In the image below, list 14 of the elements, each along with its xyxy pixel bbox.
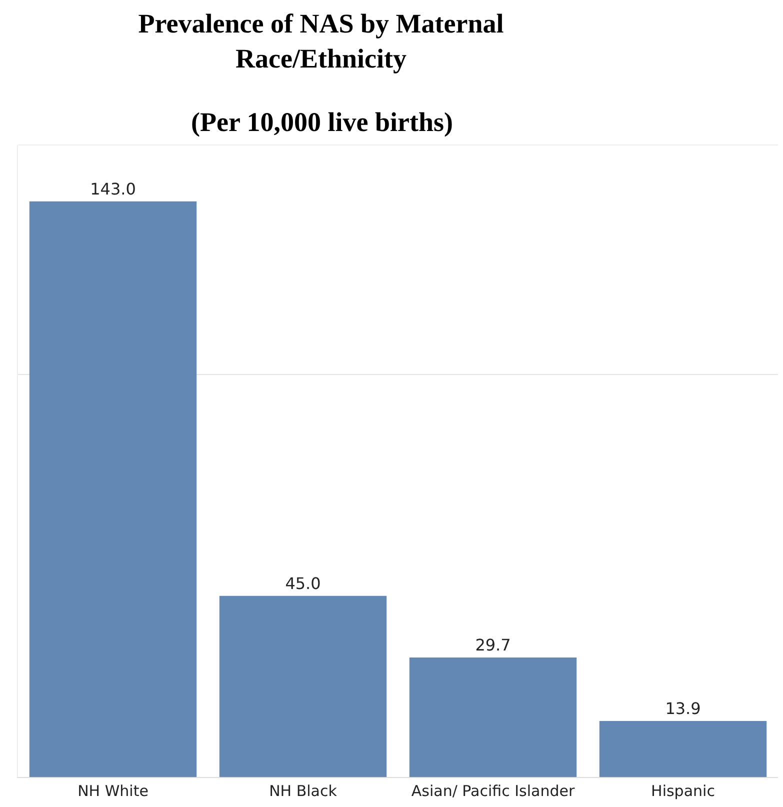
x-tick-label: NH White: [78, 782, 148, 800]
bar: [219, 596, 387, 777]
data-label: 29.7: [475, 635, 511, 654]
data-label: 13.9: [665, 699, 701, 718]
bar: [409, 657, 577, 777]
chart-title: Prevalence of NAS by Maternal Race/Ethnicity: [138, 8, 504, 74]
data-label: 45.0: [285, 574, 321, 593]
bar: [29, 201, 197, 777]
chart-subtitle: (Per 10,000 live births): [191, 107, 453, 137]
bar: [599, 721, 767, 777]
x-tick-label: Asian/ Pacific Islander: [411, 782, 576, 800]
data-label: 143.0: [90, 179, 136, 198]
x-tick-label: NH Black: [269, 782, 338, 800]
x-tick-label: Hispanic: [651, 782, 715, 800]
